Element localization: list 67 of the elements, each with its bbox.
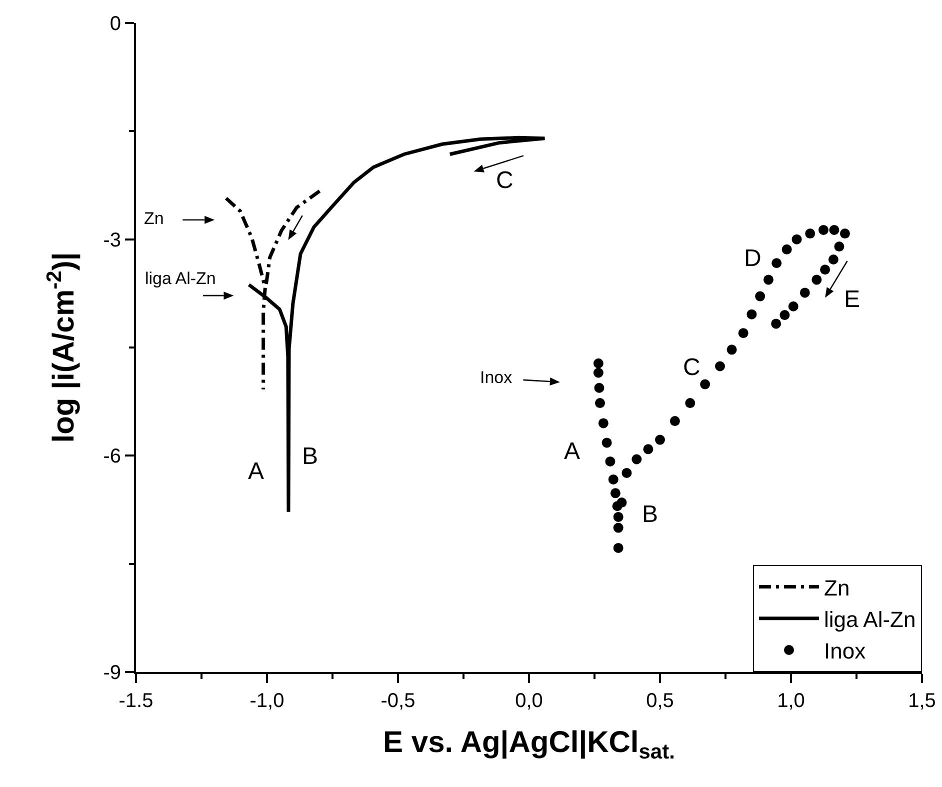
y-tick-label: -6 — [103, 446, 121, 468]
point — [726, 344, 737, 355]
legend-label: liga Al-Zn — [824, 606, 916, 632]
point — [829, 224, 840, 235]
y-tick-label: -9 — [103, 662, 121, 684]
y-tick-label: -3 — [103, 229, 121, 252]
annotation: Inox — [480, 368, 513, 387]
point — [788, 301, 798, 312]
point — [818, 224, 828, 235]
point — [593, 368, 604, 378]
point — [800, 288, 810, 298]
point — [771, 318, 782, 329]
point — [608, 474, 618, 484]
annotation: B — [642, 501, 658, 528]
annotation: C — [683, 354, 700, 381]
point — [715, 361, 725, 372]
y-tick-label: 0 — [110, 13, 121, 35]
point — [595, 398, 605, 408]
point — [840, 228, 850, 239]
point — [655, 434, 665, 445]
text: -1,0 — [250, 690, 284, 712]
point — [828, 254, 838, 265]
point — [613, 522, 624, 533]
point — [812, 274, 822, 285]
point — [594, 382, 604, 393]
legend-label: Inox — [824, 638, 866, 664]
point — [700, 379, 710, 390]
point — [622, 468, 632, 478]
x-tick-label: -1.5 — [118, 690, 154, 712]
x-tick-label: -0,5 — [380, 690, 416, 712]
point — [820, 264, 830, 275]
point — [685, 398, 696, 408]
annotation: D — [744, 245, 762, 272]
point — [805, 228, 816, 239]
point — [610, 488, 620, 498]
point — [613, 512, 624, 522]
annotation: C — [496, 167, 514, 194]
point — [782, 244, 792, 254]
point — [632, 454, 642, 464]
point — [670, 416, 680, 426]
annotation: Zn — [144, 209, 164, 228]
point — [602, 438, 612, 448]
point — [834, 242, 844, 252]
annotation: liga Al-Zn — [145, 269, 216, 288]
x-tick-label: 1,0 — [777, 690, 805, 712]
annotation: B — [302, 443, 318, 470]
point — [613, 542, 624, 553]
point — [643, 444, 654, 454]
point — [772, 258, 782, 268]
x-tick-label: 0,5 — [646, 690, 674, 712]
point — [792, 234, 802, 244]
point — [738, 328, 748, 338]
x-axis-title: E vs. Ag|AgCl|KCl$_{sat.}$ — [383, 726, 675, 764]
point — [755, 291, 766, 302]
point — [746, 309, 757, 320]
legend-label: Zn — [824, 575, 850, 600]
point — [616, 498, 627, 508]
annotation: A — [248, 458, 264, 485]
x-tick-label: 0,0 — [515, 690, 543, 712]
annotation: A — [564, 438, 580, 465]
point — [598, 418, 608, 428]
annotation: E — [844, 286, 860, 313]
point — [763, 274, 774, 285]
point — [593, 358, 604, 368]
point — [605, 456, 616, 466]
x-tick-label: 1,5 — [908, 690, 936, 712]
point — [780, 310, 790, 320]
